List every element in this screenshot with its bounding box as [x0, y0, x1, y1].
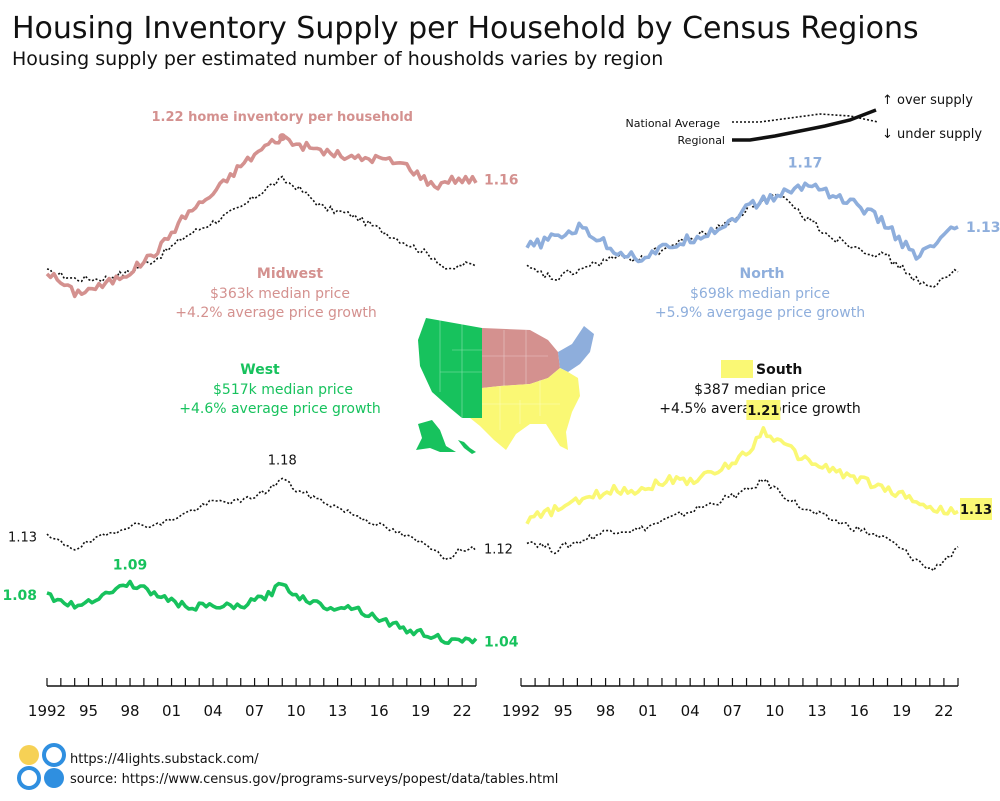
west-info: West $517k median price +4.6% average pr…: [179, 362, 381, 417]
axis-tick-label: 1992: [502, 702, 540, 720]
south-name: South: [756, 362, 802, 378]
west-panel: 1.09 1.08 1.04 1.13 1.18 1.12: [2, 453, 518, 650]
west-end-label: 1.04: [484, 635, 519, 651]
map-west-region: [418, 318, 482, 418]
midwest-growth: +4.2% average price growth: [175, 305, 377, 321]
north-name: North: [740, 266, 785, 282]
midwest-peak-dot: [278, 133, 287, 142]
south-line: [525, 426, 959, 525]
south-price: $387 median price: [694, 382, 826, 398]
axis-tick-label: 07: [245, 702, 264, 720]
south-panel: 1.21 1.13: [525, 400, 992, 572]
midwest-info: Midwest $363k median price +4.2% average…: [175, 266, 377, 321]
south-swatch: [721, 360, 753, 378]
legend-over-label: ↑ over supply: [882, 93, 973, 108]
logo-ring-top: [42, 743, 66, 767]
map-state-borders: [439, 320, 560, 430]
midwest-end-label: 1.16: [484, 173, 519, 189]
axis-tick-label: 98: [120, 702, 139, 720]
north-peak-label: 1.17: [788, 155, 823, 171]
west-peak-label: 1.09: [113, 557, 148, 573]
axis-tick-label: 19: [892, 702, 911, 720]
south-end-badge: [960, 498, 992, 520]
axis-tick-label: 95: [554, 702, 573, 720]
axis-tick-label: 10: [765, 702, 784, 720]
legend: National Average Regional ↑ over supply …: [625, 93, 982, 147]
legend-national-line: [732, 113, 879, 123]
midwest-panel: 1.22 home inventory per household 1.16: [45, 110, 519, 299]
midwest-national-line: [46, 175, 477, 283]
west-growth: +4.6% average price growth: [179, 401, 381, 417]
chart-title: Housing Inventory Supply per Household b…: [12, 11, 919, 46]
midwest-line: [45, 134, 478, 299]
footer-site[interactable]: https://4lights.substack.com/: [70, 752, 259, 767]
west-national-line: [46, 477, 477, 561]
legend-regional-line: [732, 108, 877, 142]
north-national-line: [526, 193, 959, 288]
legend-national-label: National Average: [625, 117, 720, 130]
logo: [17, 743, 66, 790]
axis-tick-label: 22: [934, 702, 953, 720]
legend-under-label: ↓ under supply: [882, 127, 982, 142]
south-peak-label: 1.21: [747, 404, 779, 419]
us-map: [416, 318, 594, 454]
south-peak-badge: [746, 400, 781, 420]
map-alaska: [416, 420, 456, 452]
axis-tick-label: 98: [596, 702, 615, 720]
x-axis-left: 1992 95 98 01 04 07 10 13 16 19 22: [28, 678, 477, 720]
north-panel: 1.17 1.13: [525, 155, 1000, 288]
west-name: West: [240, 362, 280, 378]
axis-tick-label: 07: [723, 702, 742, 720]
map-south-region: [470, 368, 580, 450]
west-national-start-label: 1.13: [8, 531, 37, 546]
axis-tick-label: 04: [204, 702, 223, 720]
north-price: $698k median price: [690, 286, 830, 302]
axis-tick-label: 01: [638, 702, 657, 720]
map-midwest-region: [482, 328, 560, 388]
axis-tick-label: 1992: [28, 702, 66, 720]
logo-dot-blue: [44, 768, 64, 788]
map-hawaii: [458, 440, 476, 454]
axis-tick-label: 22: [453, 702, 472, 720]
midwest-price: $363k median price: [210, 286, 350, 302]
axis-tick-label: 19: [411, 702, 430, 720]
footer-source[interactable]: source: https://www.census.gov/programs-…: [70, 772, 559, 787]
axis-tick-label: 16: [370, 702, 389, 720]
axis-tick-label: 16: [850, 702, 869, 720]
south-end-label: 1.13: [960, 503, 992, 518]
x-axis-right: 1992 95 98 01 04 07 10 13 16 19 22: [502, 678, 959, 720]
north-growth: +5.9% avergage price growth: [655, 305, 865, 321]
axis-tick-label: 01: [162, 702, 181, 720]
logo-ring-bottom: [17, 766, 41, 790]
south-national-line: [526, 478, 959, 572]
legend-regional-label: Regional: [678, 134, 725, 147]
west-line: [46, 579, 478, 645]
north-line: [525, 181, 959, 264]
axis-tick-label: 10: [287, 702, 306, 720]
north-info: North $698k median price +5.9% avergage …: [655, 266, 865, 321]
chart-subtitle: Housing supply per estimated number of h…: [12, 48, 663, 70]
midwest-name: Midwest: [257, 266, 324, 282]
midwest-peak-label: 1.22 home inventory per household: [152, 110, 414, 125]
map-north-region: [558, 326, 594, 372]
axis-tick-label: 13: [328, 702, 347, 720]
axis-tick-label: 95: [79, 702, 98, 720]
axis-tick-label: 04: [681, 702, 700, 720]
west-price: $517k median price: [213, 382, 353, 398]
west-start-label: 1.08: [2, 588, 37, 604]
west-national-peak-label: 1.18: [268, 453, 297, 468]
north-end-label: 1.13: [966, 220, 1000, 236]
axis-tick-label: 13: [807, 702, 826, 720]
logo-dot-yellow: [19, 745, 39, 765]
west-national-end-label: 1.12: [484, 542, 513, 557]
